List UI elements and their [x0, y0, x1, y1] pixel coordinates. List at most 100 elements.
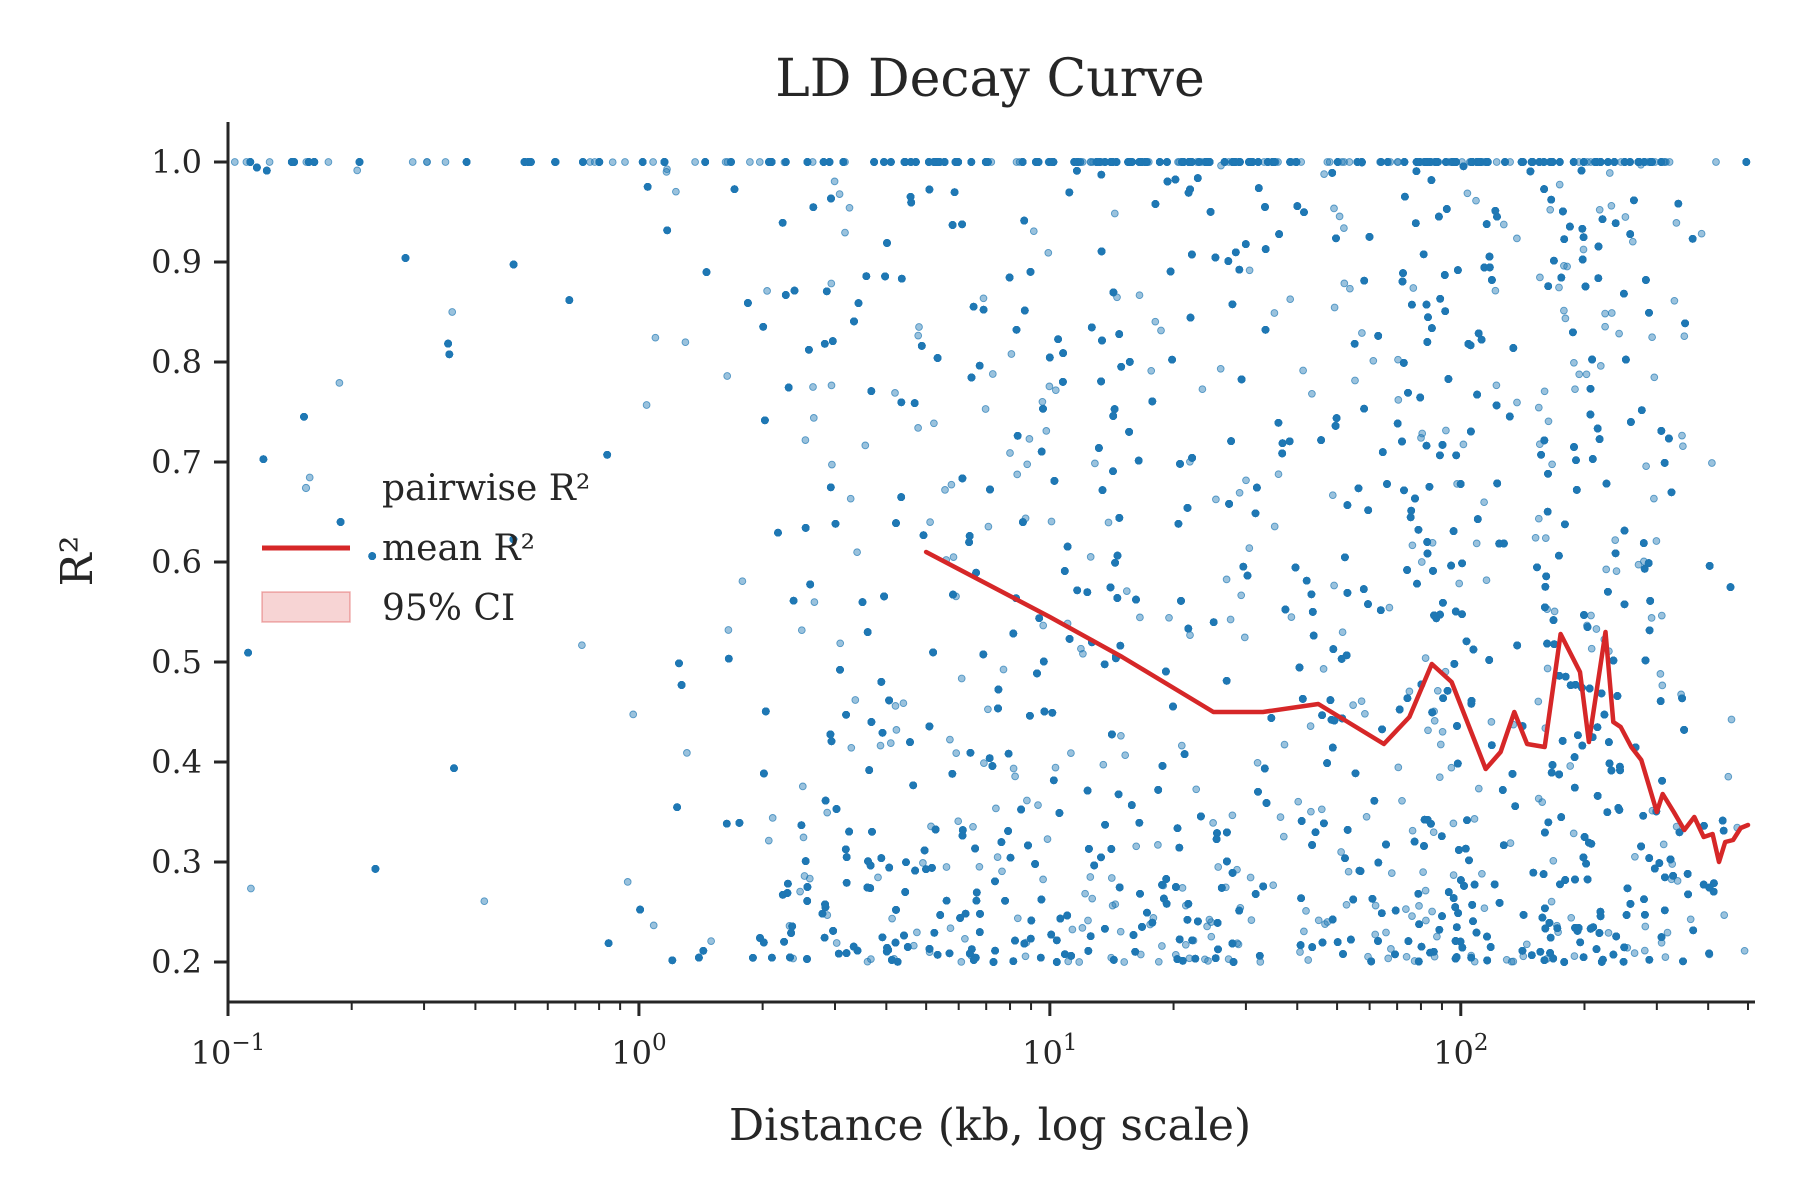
scatter-point	[1299, 366, 1307, 375]
scatter-point	[1571, 385, 1579, 394]
scatter-point	[1429, 828, 1438, 837]
scatter-point	[230, 158, 239, 166]
scatter-point	[1686, 915, 1695, 924]
scatter-point	[876, 741, 885, 750]
scatter-point	[957, 958, 966, 966]
scatter-point	[1300, 927, 1308, 936]
scatter-point	[683, 749, 691, 757]
scatter-point	[1021, 514, 1030, 523]
scatter-point	[1207, 918, 1215, 926]
scatter-point	[1051, 763, 1060, 772]
scatter-point	[801, 436, 810, 444]
scatter-point	[242, 158, 251, 166]
scatter-point	[1394, 763, 1403, 772]
scatter-point	[1323, 158, 1332, 166]
scatter-point	[1657, 611, 1666, 620]
scatter-point	[1628, 237, 1637, 246]
scatter-point	[1276, 813, 1285, 821]
scatter-point	[265, 158, 274, 166]
scatter-point	[874, 873, 882, 882]
scatter-point	[836, 639, 845, 648]
scatter-point	[1214, 863, 1223, 871]
scatter-point	[1428, 907, 1436, 916]
scatter-point	[853, 548, 861, 557]
scatter-point	[1560, 306, 1568, 315]
scatter-point	[1286, 295, 1295, 304]
scatter-point	[1408, 826, 1417, 835]
scatter-point	[1047, 517, 1056, 526]
scatter-point	[1186, 631, 1194, 639]
scatter-point	[1621, 213, 1630, 221]
scatter-point	[888, 914, 896, 923]
scatter-point	[1543, 664, 1552, 673]
scatter-point	[799, 833, 808, 842]
scatter-point	[1668, 860, 1677, 868]
scatter-point	[649, 921, 658, 930]
scatter-point	[1492, 381, 1501, 390]
scatter-point	[1534, 514, 1543, 523]
scatter-point	[1216, 364, 1225, 373]
scatter-point	[1287, 613, 1296, 621]
scatter-point	[1507, 957, 1516, 966]
scatter-point	[984, 705, 992, 714]
scatter-point	[835, 190, 844, 198]
scatter-point	[845, 203, 854, 212]
scatter-point	[1544, 417, 1553, 426]
scatter-point	[1424, 726, 1432, 735]
scatter-point	[1081, 889, 1089, 898]
scatter-point	[1314, 916, 1323, 925]
scatter-point	[1587, 611, 1595, 620]
scatter-point	[480, 897, 489, 906]
scatter-point	[957, 674, 966, 683]
scatter-point	[1659, 158, 1668, 166]
scatter-point	[1418, 429, 1427, 438]
scatter-point	[1642, 462, 1650, 471]
scatter-point	[1697, 229, 1706, 238]
scatter-point	[891, 702, 900, 710]
scatter-point	[1023, 796, 1031, 805]
scatter-point	[1011, 772, 1019, 781]
scatter-point	[1534, 403, 1543, 412]
scatter-point	[621, 158, 629, 166]
scatter-point	[946, 924, 955, 933]
scatter-point	[979, 294, 988, 303]
scatter-point	[724, 626, 733, 634]
scatter-point	[1340, 224, 1348, 232]
scatter-point	[1294, 797, 1303, 806]
scatter-point	[1349, 701, 1357, 709]
scatter-point	[1302, 907, 1310, 915]
scatter-point	[1602, 565, 1611, 574]
scatter-point	[1724, 772, 1733, 781]
scatter-point	[1673, 877, 1682, 885]
scatter-point	[1536, 273, 1544, 282]
scatter-point	[851, 696, 860, 704]
scatter-point	[1171, 950, 1180, 959]
scatter-point	[1165, 613, 1173, 622]
scatter-point	[707, 937, 715, 945]
scatter-point	[1417, 558, 1426, 566]
scatter-point	[1157, 326, 1165, 335]
scatter-point	[988, 370, 997, 378]
scatter-point	[1447, 763, 1456, 772]
scatter-point	[1338, 158, 1346, 166]
scatter-point	[1436, 740, 1445, 749]
scatter-point	[1204, 957, 1212, 965]
scatter-point	[823, 808, 832, 817]
scatter-point	[1256, 958, 1265, 966]
scatter-point	[909, 941, 918, 950]
scatter-point	[1575, 370, 1584, 379]
scatter-point	[1025, 435, 1034, 443]
scatter-point	[1317, 805, 1326, 814]
scatter-point	[1121, 751, 1130, 760]
scatter-point	[1110, 209, 1119, 218]
scatter-points	[230, 158, 1751, 966]
scatter-point	[1178, 884, 1187, 892]
scatter-point	[1548, 460, 1556, 469]
scatter-point	[992, 804, 1000, 813]
scatter-point	[1192, 785, 1201, 794]
scatter-point	[1712, 158, 1720, 166]
scatter-point	[1386, 158, 1395, 166]
scatter-point	[914, 331, 923, 340]
scatter-point	[798, 782, 807, 791]
scatter-point	[1321, 920, 1329, 928]
